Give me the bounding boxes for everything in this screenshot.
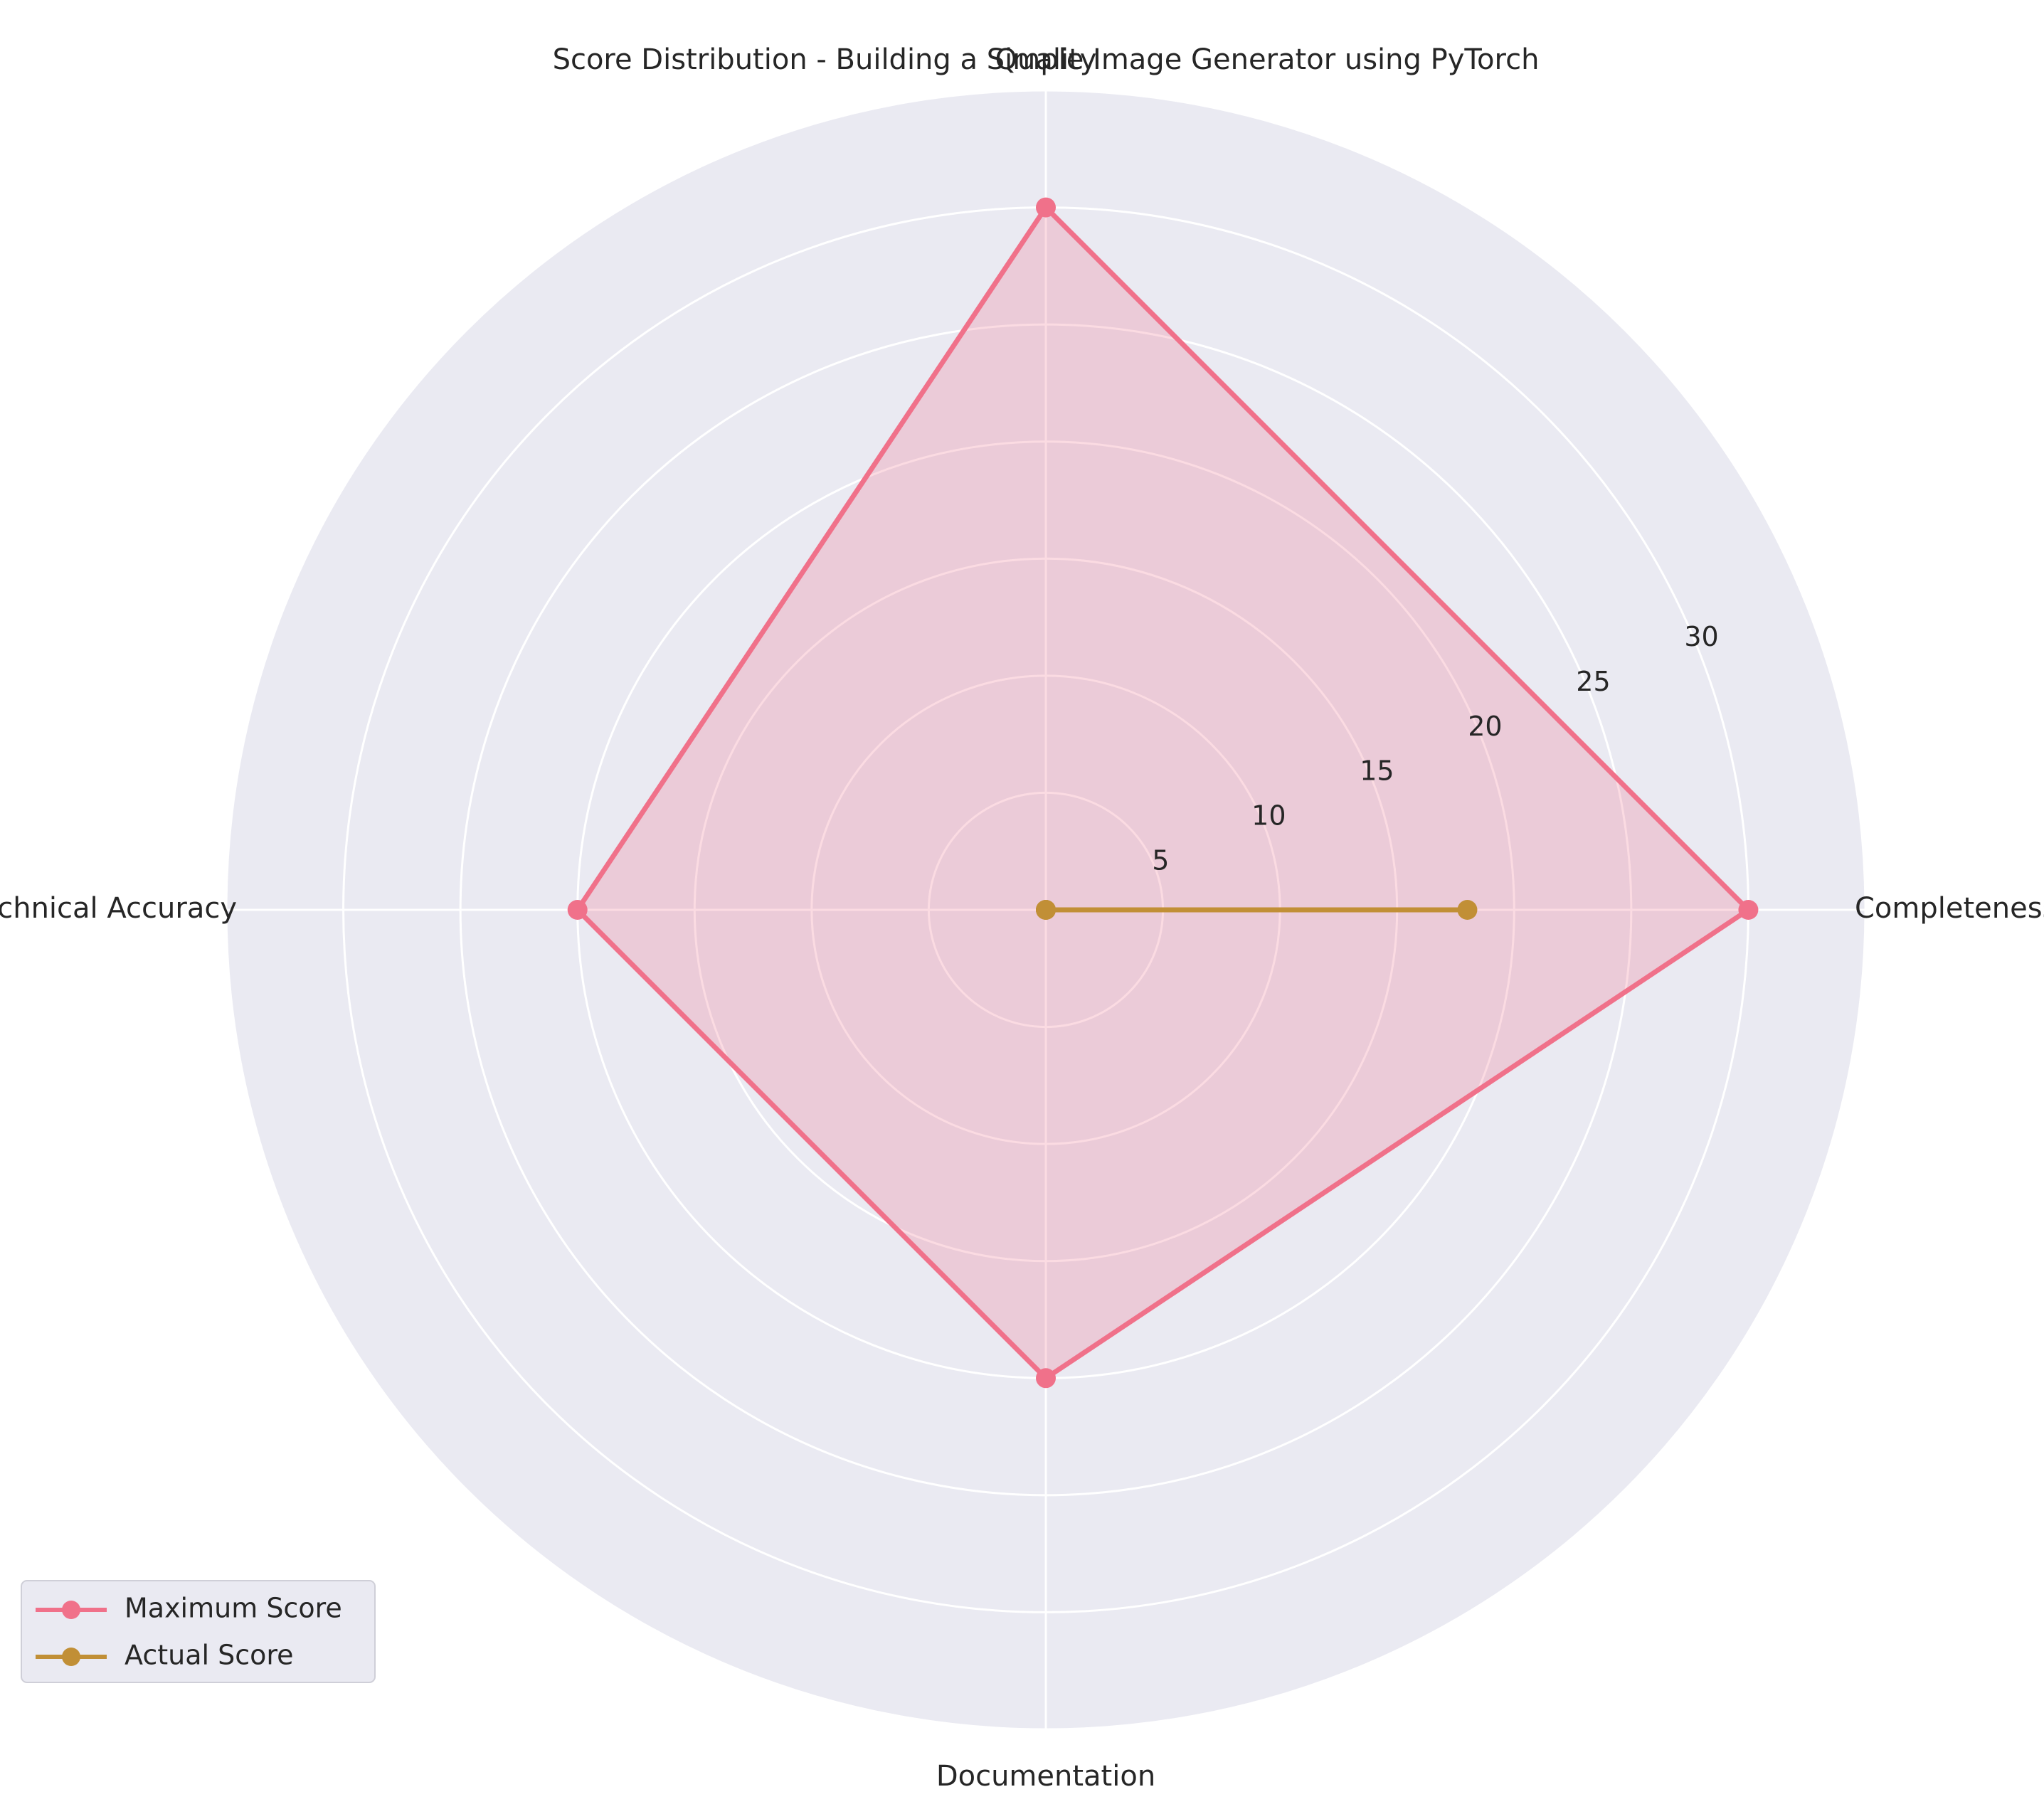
category-label: Technical Accuracy xyxy=(0,892,237,925)
legend-marker xyxy=(62,1648,80,1666)
series-layer xyxy=(567,197,1759,1389)
radial-tick-label: 15 xyxy=(1360,755,1394,787)
radial-tick-label: 10 xyxy=(1251,800,1286,832)
category-label: Completeness xyxy=(1855,892,2044,925)
data-point xyxy=(1457,900,1478,920)
radial-tick-label: 30 xyxy=(1684,621,1718,652)
radial-tick-labels: 5 10 15 20 25 30 xyxy=(1152,621,1718,876)
legend-marker xyxy=(62,1601,80,1619)
series-area xyxy=(577,207,1749,1379)
legend-box xyxy=(21,1580,376,1683)
data-point xyxy=(1738,900,1759,920)
chart-title: Score Distribution - Building a Simple I… xyxy=(553,43,1540,76)
data-point xyxy=(567,900,588,920)
category-label: Documentation xyxy=(936,1760,1155,1793)
radial-tick-label: 25 xyxy=(1576,666,1610,697)
data-point xyxy=(1036,900,1056,920)
data-point xyxy=(1036,197,1056,218)
data-point xyxy=(1036,1368,1056,1389)
radial-tick-label: 5 xyxy=(1152,845,1169,876)
legend-label: Actual Score xyxy=(125,1640,294,1671)
category-labels: Completeness Quality Technical Accuracy Doc… xyxy=(0,43,2044,1793)
category-label: Quality xyxy=(995,43,1097,76)
legend: Maximum Score Actual Score xyxy=(21,1580,376,1683)
radial-tick-label: 20 xyxy=(1468,711,1502,742)
legend-label: Maximum Score xyxy=(125,1593,342,1624)
